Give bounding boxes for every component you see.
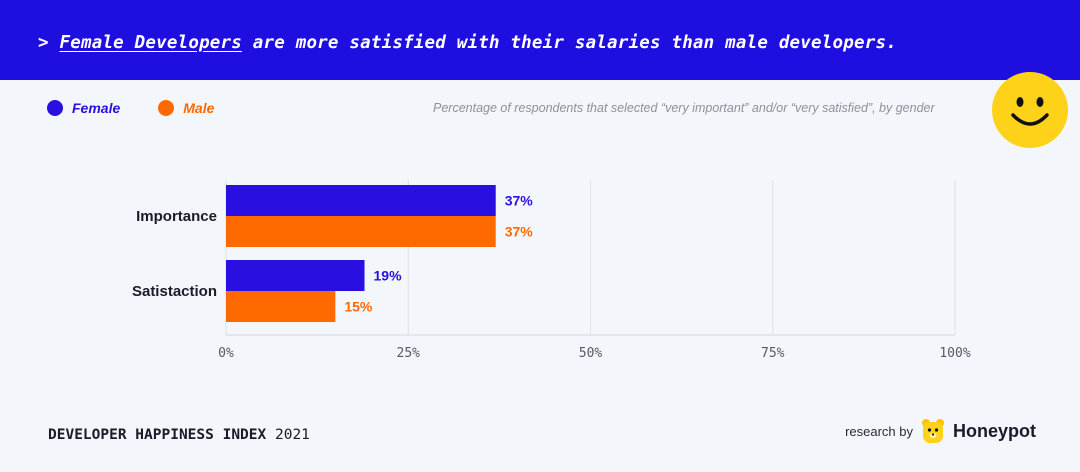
x-tick-label: 75% <box>761 346 785 361</box>
data-label: 15% <box>344 299 373 315</box>
legend-item-female: Female <box>47 100 120 116</box>
data-label: 19% <box>374 268 403 284</box>
brand-name: Honeypot <box>953 420 1036 441</box>
headline-highlight: Female Developers <box>59 33 243 53</box>
footer-title-bold: DEVELOPER HAPPINESS INDEX <box>48 427 267 443</box>
category-label: Satistaction <box>132 283 217 300</box>
legend-label-female: Female <box>72 100 121 116</box>
honeypot-bear-icon <box>922 419 944 443</box>
x-tick-label: 0% <box>218 346 234 361</box>
data-label: 37% <box>505 193 534 209</box>
bar-male <box>226 291 336 322</box>
x-tick-label: 25% <box>397 346 421 361</box>
headline-rest: are more satisfied with their salaries t… <box>252 33 897 53</box>
legend-dot-male <box>158 100 175 116</box>
bar-male <box>226 216 496 247</box>
smiley-face-icon <box>992 72 1068 148</box>
headline-prefix: > <box>38 33 49 53</box>
bar-female <box>226 260 365 291</box>
legend-label-male: Male <box>183 100 215 116</box>
bar-chart: 0% 25% 50% 75% 100% Importance 37% 37% Satistact… <box>132 180 971 361</box>
chart-subtitle: Percentage of respondents that selected … <box>433 101 935 115</box>
category-label: Importance <box>136 208 217 225</box>
bar-female <box>226 185 496 216</box>
x-tick-label: 50% <box>579 346 603 361</box>
legend: Female Male <box>47 100 214 116</box>
footer-credit: research by Honeypot <box>845 418 1036 444</box>
legend-item-male: Male <box>158 100 214 116</box>
footer-year: 2021 <box>274 427 310 443</box>
x-tick-label: 100% <box>939 346 970 361</box>
data-label: 37% <box>505 224 534 240</box>
footer-title: DEVELOPER HAPPINESS INDEX 2021 <box>48 427 310 443</box>
research-by-label: research by <box>845 423 913 439</box>
legend-dot-female <box>47 100 63 116</box>
header-banner: > Female Developers are more satisfied w… <box>0 0 1080 80</box>
headline: > Female Developers are more satisfied w… <box>38 33 897 53</box>
